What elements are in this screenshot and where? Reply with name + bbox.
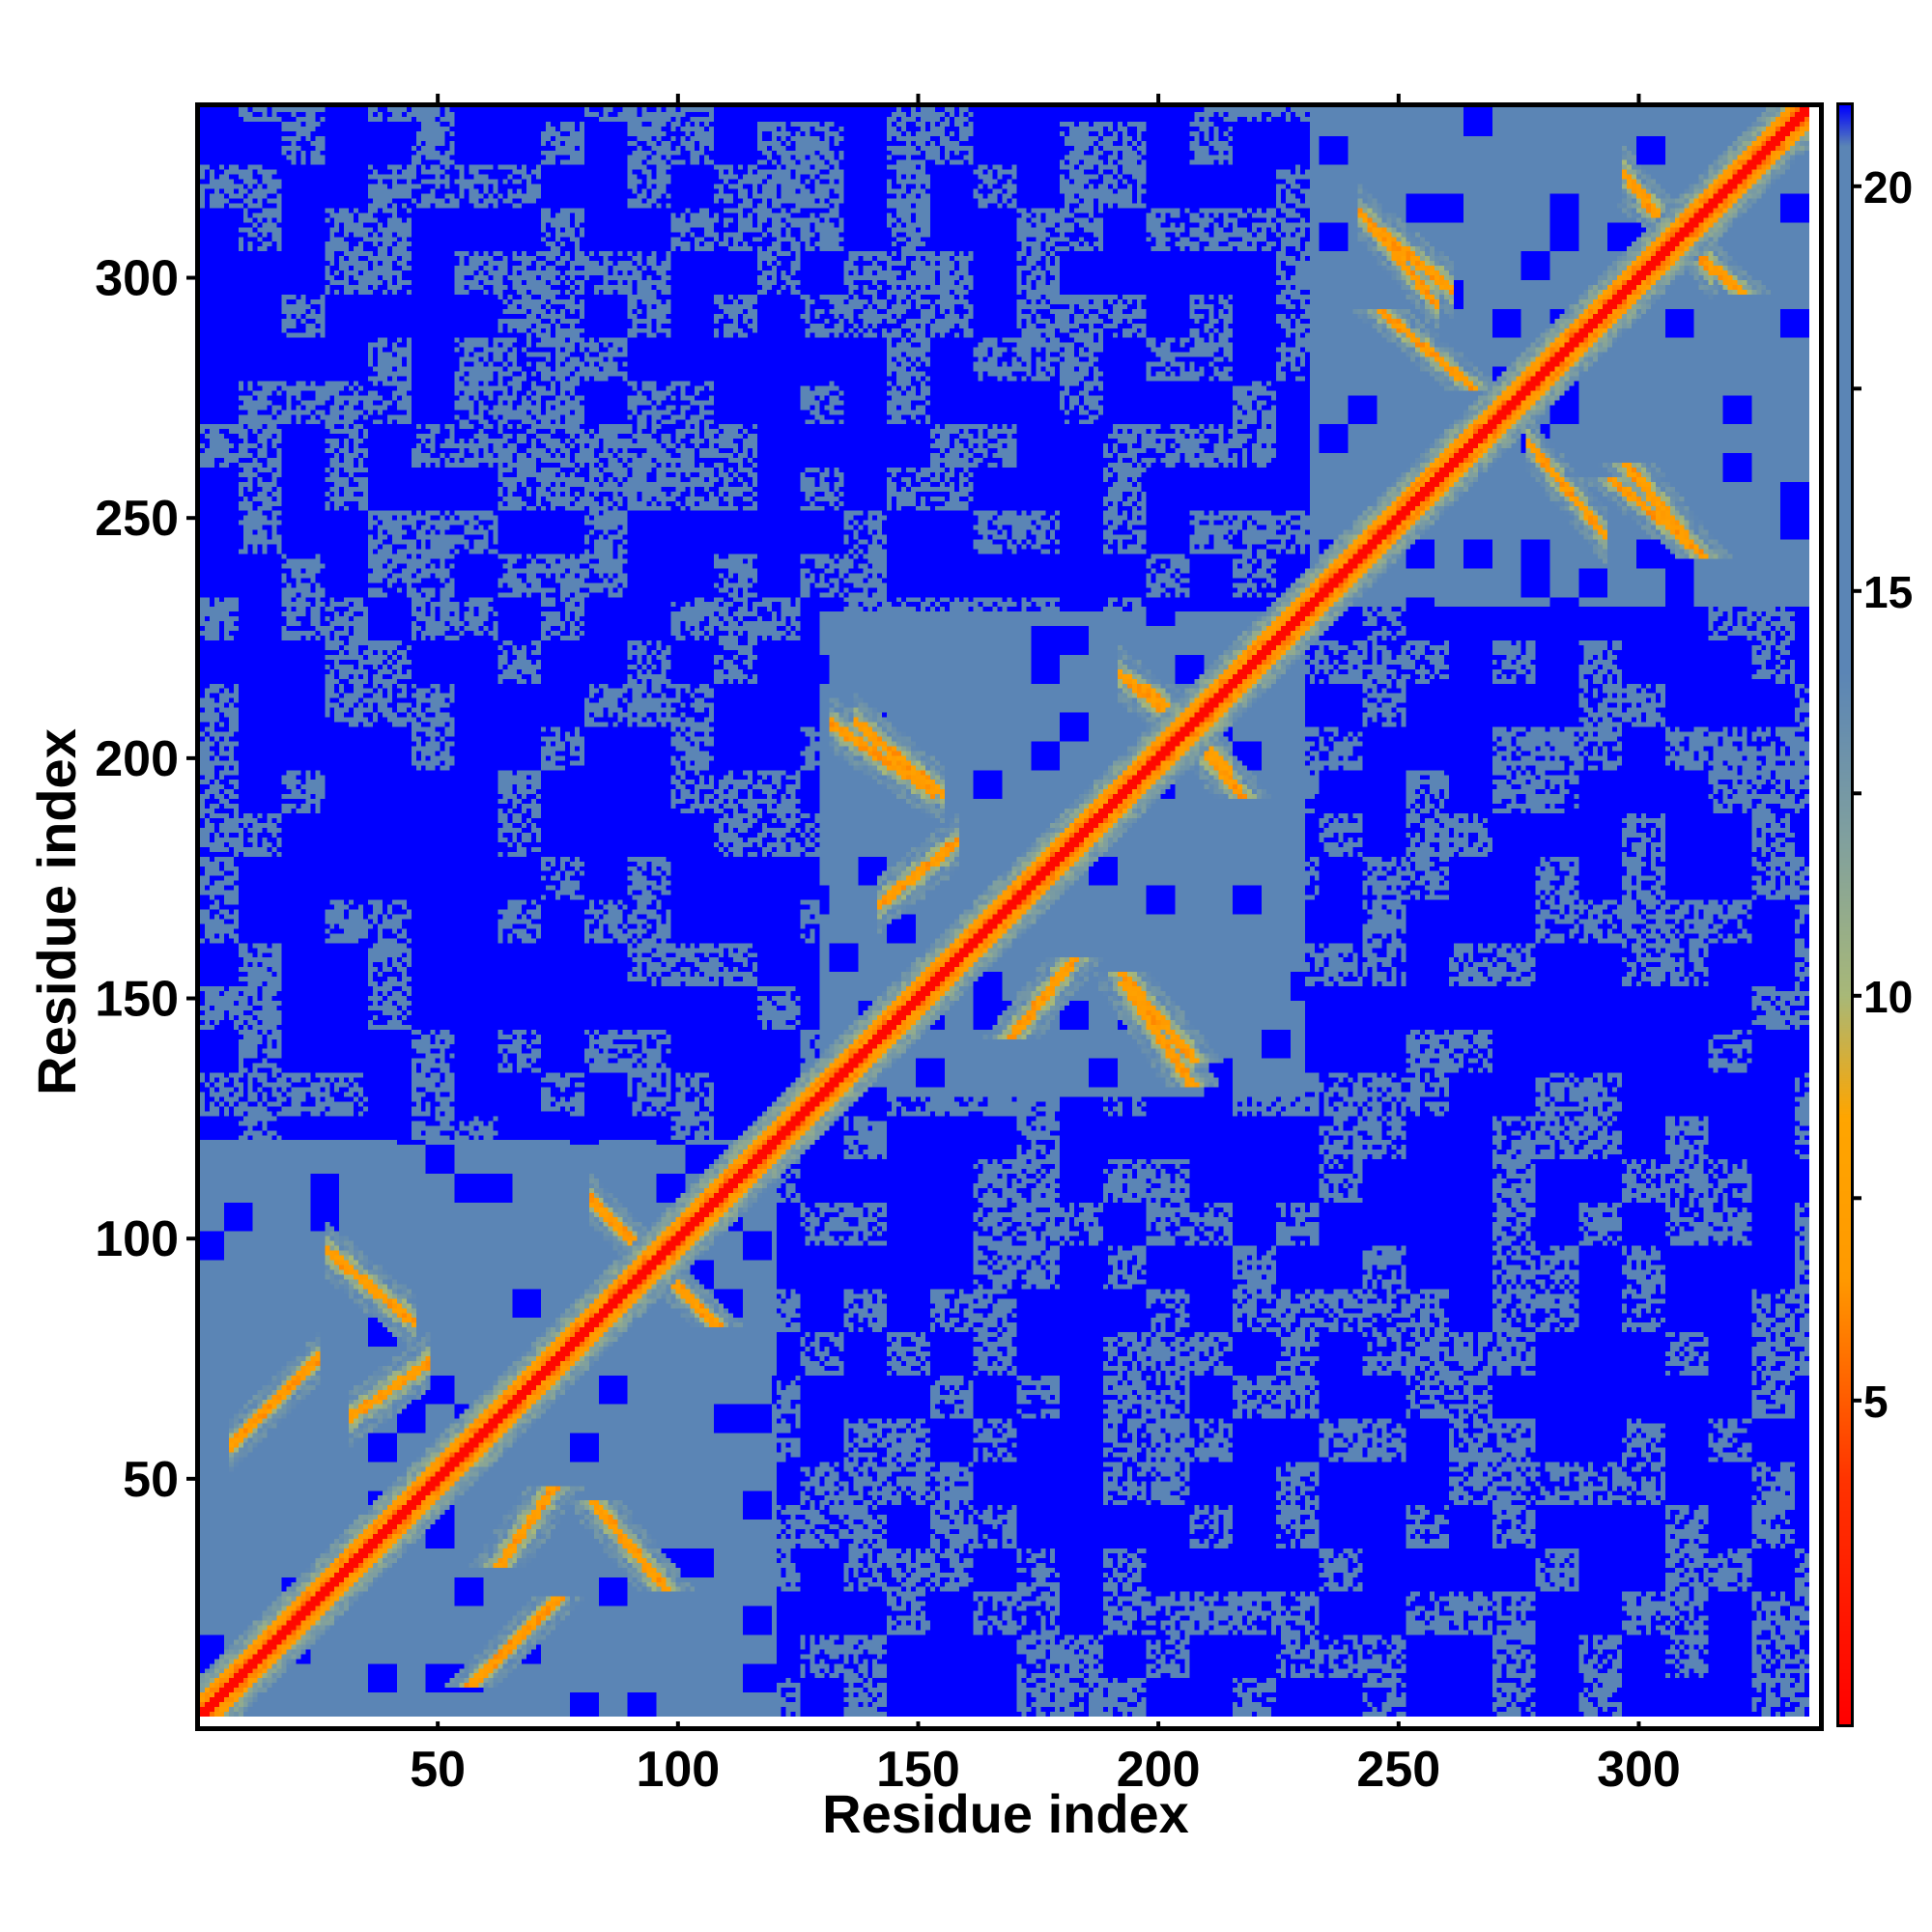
y-axis-label: Residue index (26, 728, 87, 1095)
colorbar-tick-label: 5 (1863, 1377, 1889, 1427)
colorbar-ticks: 5 10 15 20 (1854, 162, 1913, 1427)
x-axis-ticks: 50 100 150 200 250 300 (410, 94, 1681, 1798)
y-tick-label: 100 (95, 1211, 179, 1267)
y-tick-label: 150 (95, 972, 179, 1028)
x-tick-label: 250 (1356, 1742, 1440, 1798)
colorbar (1836, 102, 1854, 1727)
y-tick-label: 50 (123, 1452, 179, 1508)
x-tick-label: 50 (410, 1742, 466, 1798)
x-tick-label: 150 (876, 1742, 960, 1798)
x-tick-label: 200 (1117, 1742, 1201, 1798)
colorbar-tick-label: 20 (1863, 162, 1913, 213)
y-tick-label: 250 (95, 491, 179, 547)
contact-heatmap (200, 107, 1809, 1717)
colorbar-tick-label: 15 (1863, 567, 1913, 617)
colorbar-tick-label: 10 (1863, 972, 1913, 1022)
plot-frame (195, 102, 1824, 1731)
y-tick-label: 200 (95, 731, 179, 787)
x-axis-label: Residue index (822, 1783, 1189, 1844)
x-tick-label: 100 (636, 1742, 720, 1798)
y-tick-label: 300 (95, 251, 179, 307)
x-tick-label: 300 (1597, 1742, 1681, 1798)
y-axis-ticks: 50 100 150 200 250 300 (95, 251, 195, 1508)
